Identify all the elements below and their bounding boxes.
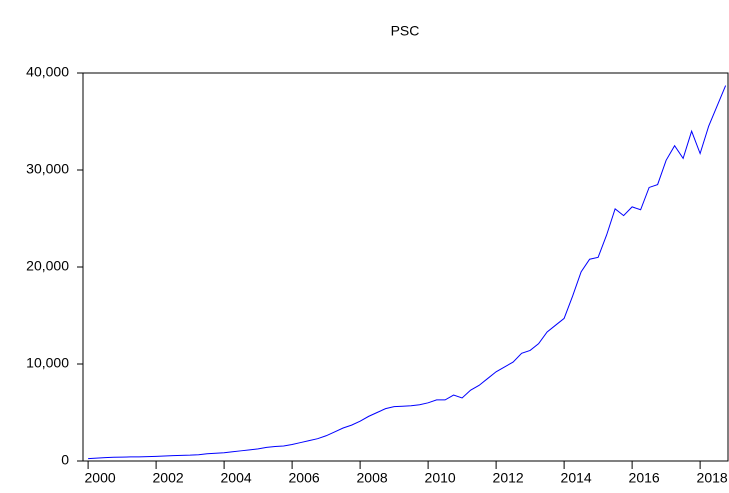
series-line [88, 85, 727, 460]
x-tick-label: 2016 [629, 470, 660, 486]
y-tick-label: 10,000 [26, 355, 69, 371]
x-tick-label: 2014 [561, 470, 592, 486]
chart-title: PSC [391, 23, 420, 39]
x-tick-label: 2010 [425, 470, 456, 486]
y-tick-label: 0 [61, 452, 69, 468]
x-tick-label: 2012 [493, 470, 524, 486]
y-tick-label: 30,000 [26, 161, 69, 177]
x-tick-label: 2000 [85, 470, 116, 486]
x-tick-label: 2008 [357, 470, 388, 486]
plot-frame [82, 72, 729, 462]
y-tick-label: 40,000 [26, 64, 69, 80]
x-tick-label: 2004 [221, 470, 252, 486]
x-tick-label: 2018 [697, 470, 728, 486]
x-tick-label: 2006 [289, 470, 320, 486]
y-tick-label: 20,000 [26, 258, 69, 274]
x-tick-label: 2002 [153, 470, 184, 486]
